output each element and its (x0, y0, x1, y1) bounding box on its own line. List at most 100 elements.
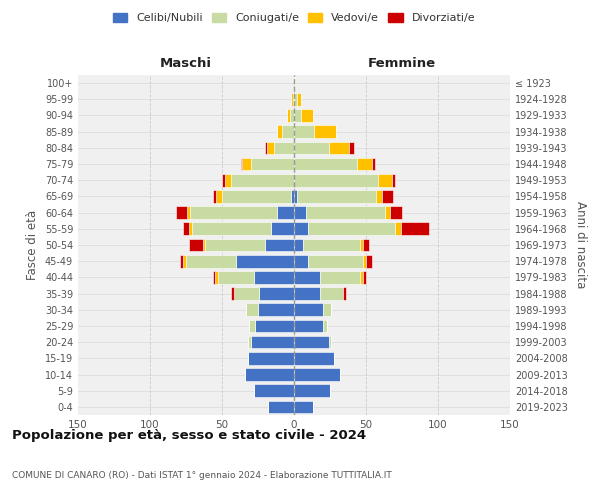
Bar (274, 142, 294, 154)
Bar (187, 206, 190, 219)
Bar (222, 190, 291, 202)
Bar (294, 206, 305, 219)
Bar (294, 352, 334, 364)
Bar (294, 158, 358, 170)
Bar (230, 288, 233, 300)
Bar (215, 271, 218, 283)
Bar (268, 400, 294, 413)
Bar (254, 384, 294, 397)
Bar (259, 288, 294, 300)
Bar (183, 255, 186, 268)
Bar (247, 304, 258, 316)
Bar (255, 320, 294, 332)
Bar (323, 304, 331, 316)
Bar (294, 336, 329, 348)
Bar (294, 109, 301, 122)
Bar (391, 206, 402, 219)
Legend: Celibi/Nubili, Coniugati/e, Vedovi/e, Divorziati/e: Celibi/Nubili, Coniugati/e, Vedovi/e, Di… (111, 10, 477, 26)
Bar (294, 400, 313, 413)
Bar (395, 222, 401, 235)
Bar (294, 288, 320, 300)
Bar (189, 238, 203, 252)
Bar (366, 255, 372, 268)
Bar (297, 93, 301, 106)
Bar (294, 255, 308, 268)
Bar (294, 142, 329, 154)
Bar (294, 238, 302, 252)
Bar (236, 255, 294, 268)
Bar (233, 288, 259, 300)
Bar (293, 93, 294, 106)
Bar (180, 255, 183, 268)
Bar (271, 222, 294, 235)
Bar (218, 271, 254, 283)
Bar (314, 126, 336, 138)
Bar (283, 126, 294, 138)
Bar (176, 206, 187, 219)
Text: Maschi: Maschi (160, 57, 212, 70)
Bar (254, 271, 294, 283)
Y-axis label: Fasce di età: Fasce di età (26, 210, 39, 280)
Bar (216, 190, 222, 202)
Bar (248, 336, 251, 348)
Text: COMUNE DI CANARO (RO) - Dati ISTAT 1° gennaio 2024 - Elaborazione TUTTITALIA.IT: COMUNE DI CANARO (RO) - Dati ISTAT 1° ge… (12, 471, 392, 480)
Bar (294, 271, 320, 283)
Bar (183, 222, 189, 235)
Bar (189, 222, 192, 235)
Bar (290, 109, 294, 122)
Text: Femmine: Femmine (368, 57, 436, 70)
Bar (251, 158, 294, 170)
Bar (222, 174, 225, 186)
Bar (360, 238, 363, 252)
Bar (214, 271, 215, 283)
Bar (190, 206, 277, 219)
Bar (277, 126, 283, 138)
Bar (323, 320, 327, 332)
Bar (320, 271, 360, 283)
Bar (308, 255, 363, 268)
Bar (297, 190, 376, 202)
Bar (385, 206, 391, 219)
Bar (302, 238, 360, 252)
Bar (294, 174, 377, 186)
Bar (214, 190, 216, 202)
Bar (291, 190, 294, 202)
Bar (251, 336, 294, 348)
Bar (186, 255, 236, 268)
Text: Popolazione per età, sesso e stato civile - 2024: Popolazione per età, sesso e stato civil… (12, 430, 366, 442)
Bar (320, 288, 343, 300)
Bar (343, 288, 346, 300)
Bar (294, 77, 295, 90)
Bar (241, 158, 242, 170)
Bar (376, 190, 382, 202)
Bar (258, 304, 294, 316)
Bar (287, 109, 290, 122)
Bar (358, 158, 372, 170)
Bar (248, 352, 294, 364)
Bar (294, 126, 314, 138)
Bar (377, 174, 392, 186)
Bar (305, 206, 385, 219)
Bar (265, 142, 266, 154)
Bar (372, 158, 374, 170)
Bar (245, 368, 294, 381)
Bar (294, 304, 323, 316)
Bar (401, 222, 430, 235)
Bar (360, 271, 363, 283)
Bar (203, 238, 205, 252)
Bar (250, 320, 255, 332)
Bar (392, 174, 395, 186)
Bar (329, 142, 349, 154)
Bar (294, 190, 297, 202)
Bar (363, 255, 366, 268)
Bar (294, 222, 308, 235)
Bar (242, 158, 251, 170)
Bar (294, 320, 323, 332)
Bar (308, 222, 395, 235)
Bar (349, 142, 355, 154)
Bar (363, 271, 366, 283)
Bar (205, 238, 265, 252)
Bar (294, 384, 330, 397)
Y-axis label: Anni di nascita: Anni di nascita (574, 202, 587, 288)
Bar (277, 206, 294, 219)
